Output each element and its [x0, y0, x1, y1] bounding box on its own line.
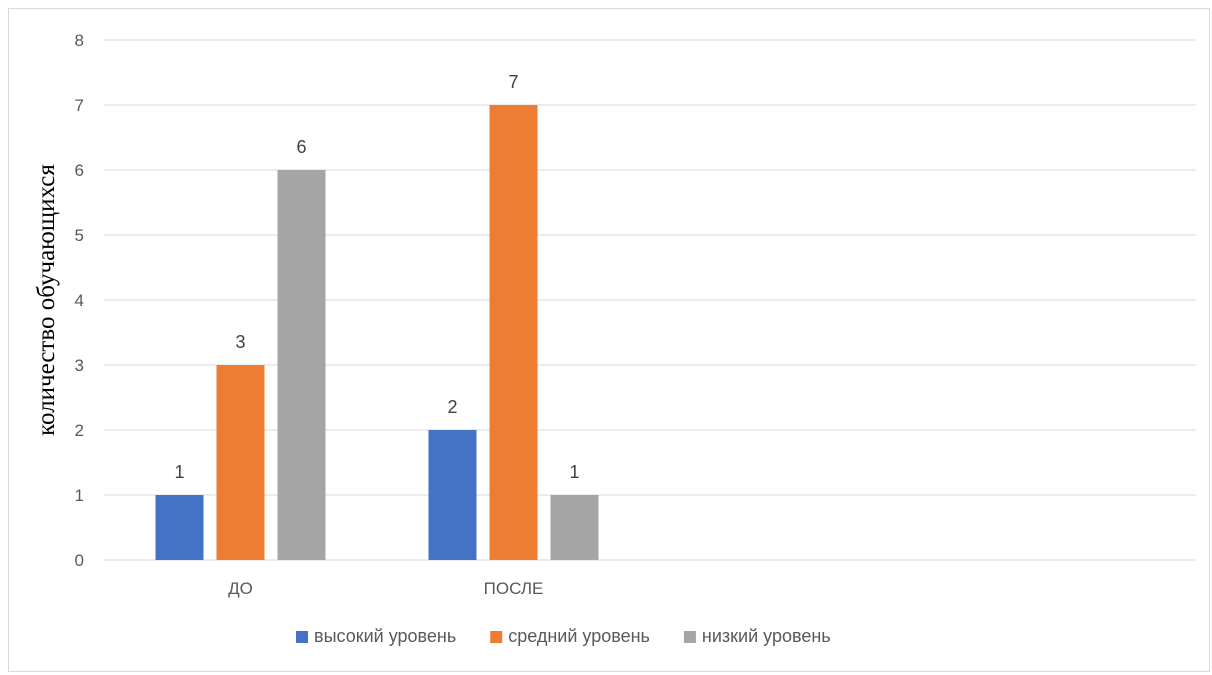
bar [489, 105, 538, 560]
data-label: 6 [296, 137, 306, 157]
bar [155, 495, 204, 560]
bar [428, 430, 477, 560]
x-axis-ticks: ДО ПОСЛЕ [228, 579, 543, 598]
y-axis-ticks: 0 1 2 3 4 5 6 7 8 [75, 31, 84, 570]
chart-frame [8, 8, 1210, 672]
y-tick-label: 1 [75, 486, 84, 505]
data-label: 1 [174, 462, 184, 482]
data-label: 7 [508, 72, 518, 92]
data-label: 3 [235, 332, 245, 352]
y-tick-label: 4 [75, 291, 84, 310]
legend-label: высокий уровень [314, 626, 456, 646]
y-tick-label: 6 [75, 161, 84, 180]
bars [155, 105, 599, 560]
legend-swatch [683, 631, 696, 643]
y-axis-title: количество обучающихся [33, 164, 60, 436]
bar [550, 495, 599, 560]
bar [277, 170, 326, 560]
y-tick-label: 5 [75, 226, 84, 245]
legend-swatch [296, 631, 308, 643]
data-labels: 1 3 6 2 7 1 [174, 72, 579, 482]
y-tick-label: 3 [75, 356, 84, 375]
data-label: 1 [569, 462, 579, 482]
x-tick-label: ПОСЛЕ [484, 579, 544, 598]
gridlines [104, 39, 1196, 561]
legend-label: средний уровень [508, 626, 650, 646]
legend-swatch [490, 631, 503, 643]
y-tick-label: 7 [75, 96, 84, 115]
legend: высокий уровень средний уровень низкий уро… [296, 626, 831, 646]
bar [216, 365, 265, 560]
data-label: 2 [447, 397, 457, 417]
legend-label: низкий уровень [702, 626, 831, 646]
y-tick-label: 2 [75, 421, 84, 440]
x-tick-label: ДО [228, 579, 253, 598]
y-tick-label: 8 [75, 31, 84, 50]
y-tick-label: 0 [75, 551, 84, 570]
